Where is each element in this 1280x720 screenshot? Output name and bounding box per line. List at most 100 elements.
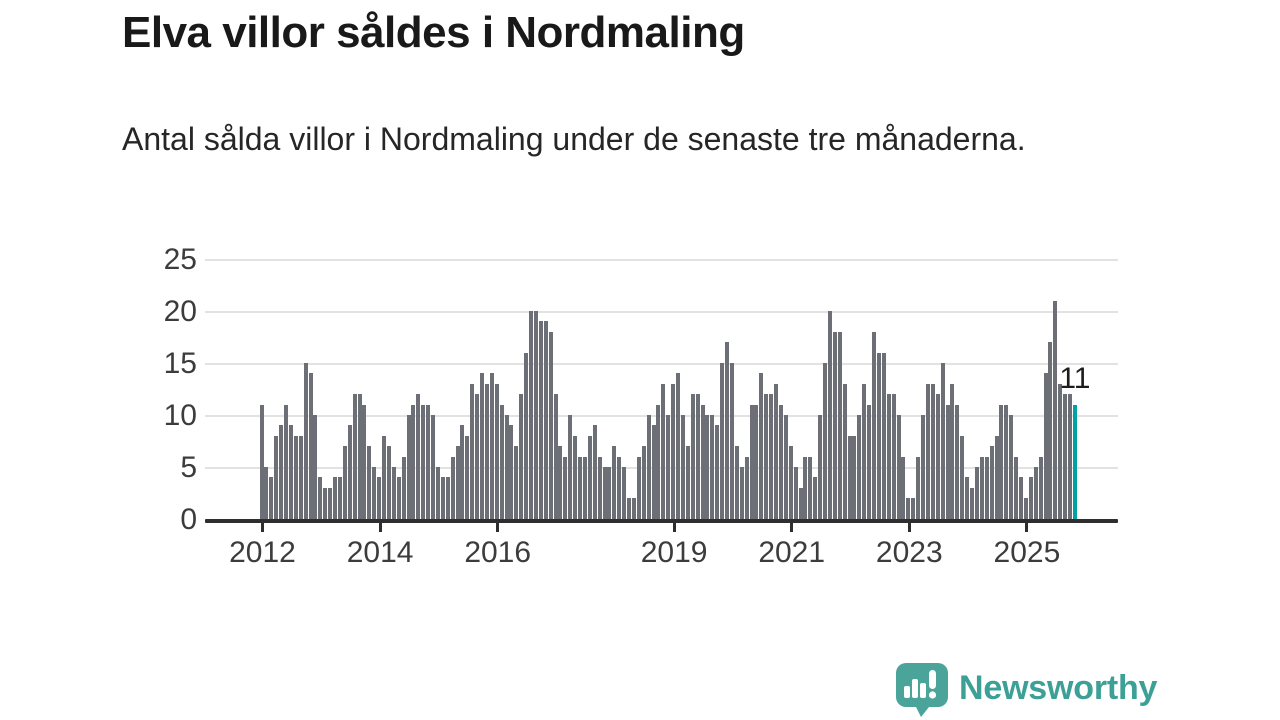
bar: [872, 331, 876, 519]
bar: [592, 425, 597, 519]
x-axis-label: 2014: [346, 536, 414, 569]
bar: [676, 373, 680, 519]
bar: [494, 383, 499, 519]
bar: [651, 425, 656, 519]
bar: [754, 404, 759, 519]
bar: [313, 415, 318, 519]
bar: [945, 404, 950, 519]
bar: [411, 404, 416, 519]
bar: [1004, 404, 1009, 519]
bar: [347, 425, 352, 519]
bar: [960, 435, 965, 519]
bar: [308, 373, 313, 519]
chart-subtitle: Antal sålda villor i Nordmaling under de…: [122, 121, 1026, 157]
bar: [1028, 477, 1033, 519]
bar: [1048, 342, 1053, 519]
bar: [352, 394, 357, 519]
bar: [680, 415, 685, 519]
bar: [671, 383, 676, 519]
bar: [328, 487, 333, 519]
bar: [293, 435, 298, 519]
bar: [489, 373, 494, 519]
bar: [475, 394, 480, 519]
bar: [421, 404, 426, 519]
bar: [783, 415, 788, 519]
bar: [529, 311, 533, 519]
bar: [337, 477, 342, 519]
bar: [563, 456, 568, 519]
gridline: [205, 311, 1118, 313]
bar: [386, 446, 391, 519]
bar: [808, 456, 813, 519]
bar: [377, 477, 382, 519]
bar: [725, 342, 729, 519]
bar: [382, 435, 386, 519]
bar: [602, 467, 607, 519]
bar: [587, 435, 592, 519]
bar: [367, 446, 372, 519]
bar: [460, 425, 465, 519]
x-axis-tick: [672, 523, 676, 532]
bar: [989, 446, 994, 519]
bar: [607, 467, 612, 519]
bar: [406, 415, 411, 519]
bar: [274, 435, 279, 519]
bar: [617, 456, 622, 519]
bar: [553, 394, 558, 519]
bar: [416, 394, 421, 519]
bar: [279, 425, 284, 519]
bar: [504, 415, 509, 519]
bar: [823, 363, 827, 519]
bar: [911, 498, 916, 519]
bar: [700, 404, 705, 519]
page-title: Elva villor såldes i Nordmaling: [122, 8, 745, 57]
bar: [1019, 477, 1023, 519]
bar: [832, 331, 837, 519]
bar: [955, 404, 960, 519]
bar: [974, 467, 979, 519]
y-axis-label: 15: [163, 347, 197, 380]
bar: [778, 404, 783, 519]
bar: [284, 404, 288, 519]
bar: [827, 311, 832, 519]
bar: [538, 321, 543, 519]
bar: [690, 394, 695, 519]
bar: [656, 404, 661, 519]
bar: [612, 446, 617, 519]
bar: [480, 373, 484, 519]
bar: [788, 446, 793, 519]
bar: [901, 456, 906, 519]
bar: [435, 467, 440, 519]
bar: [582, 456, 587, 519]
bar: [431, 415, 435, 519]
bar: [876, 352, 881, 519]
bar: [1058, 383, 1063, 519]
y-axis-label: 5: [180, 451, 197, 484]
bar: [916, 456, 921, 519]
bar: [935, 394, 940, 519]
bar: [470, 383, 475, 519]
bar: [705, 415, 710, 519]
bar: [729, 363, 734, 519]
x-axis-label: 2025: [993, 536, 1061, 569]
gridline: [205, 259, 1118, 261]
bar: [1009, 415, 1014, 519]
bar: [509, 425, 514, 519]
bar: [734, 446, 739, 519]
x-axis-tick: [907, 523, 911, 532]
bar: [548, 331, 553, 519]
bar: [1038, 456, 1043, 519]
bar: [323, 487, 328, 519]
last-value-label: 11: [1059, 361, 1091, 395]
bar: [759, 373, 764, 519]
bar: [720, 363, 725, 519]
x-axis-tick: [496, 523, 500, 532]
bar: [303, 363, 308, 519]
bar: [769, 394, 774, 519]
bar: [533, 311, 538, 519]
bar: [813, 477, 818, 519]
bar: [622, 467, 627, 519]
bar: [685, 446, 690, 519]
bar: [930, 383, 935, 519]
